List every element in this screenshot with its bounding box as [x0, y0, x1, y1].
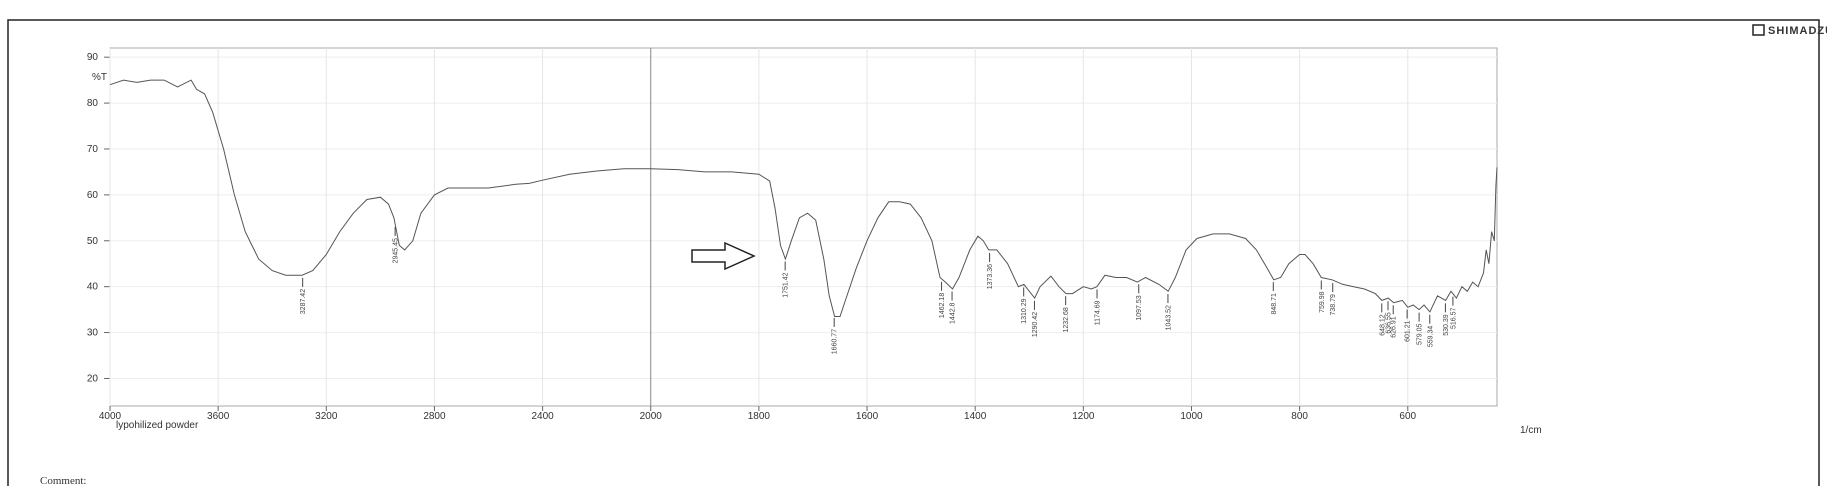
peak-label: 1174.69	[1095, 300, 1102, 325]
y-tick-label: 90	[87, 52, 99, 63]
x-tick-label: 3600	[207, 411, 230, 422]
y-tick-label: 40	[87, 282, 99, 293]
peak-label: 759.98	[1319, 291, 1326, 313]
peak-label: 1043.52	[1165, 305, 1172, 330]
peak-label: 579.05	[1417, 323, 1424, 345]
x-tick-label: 3200	[315, 411, 338, 422]
peak-label: 1373.36	[987, 264, 994, 289]
peak-label: 516.57	[1450, 308, 1457, 330]
y-tick-label: 30	[87, 328, 99, 339]
peak-label: 738.79	[1330, 294, 1337, 316]
peak-label: 1290.42	[1032, 312, 1039, 337]
x-tick-label: 1400	[964, 411, 987, 422]
peak-label: 1310.29	[1021, 298, 1028, 323]
y-tick-label: 70	[87, 144, 99, 155]
x-tick-label: 2800	[423, 411, 446, 422]
peak-label: 530.39	[1443, 314, 1450, 336]
peak-label: 2945.45	[393, 238, 400, 263]
spectrum	[109, 79, 1498, 317]
peak-label: 626.91	[1391, 316, 1398, 338]
peak-label: 1462.18	[939, 293, 946, 318]
y-tick-label: 80	[87, 98, 99, 109]
x-tick-label: 4000	[99, 411, 122, 422]
sample-label: lypohilized powder	[116, 420, 199, 431]
y-tick-label: 20	[87, 373, 99, 384]
x-tick-label: 1600	[856, 411, 879, 422]
plot-frame	[109, 47, 1498, 407]
peak-label: 848.71	[1271, 293, 1278, 315]
peak-label: 601.21	[1405, 320, 1412, 342]
peak-label: 3287.42	[300, 289, 307, 314]
x-tick-label: 800	[1291, 411, 1308, 422]
peak-label: 636.55	[1386, 312, 1393, 334]
x-tick-label: 1200	[1072, 411, 1095, 422]
x-label: 1/cm	[1520, 425, 1542, 436]
peak-label: 559.34	[1427, 326, 1434, 348]
x-tick-label: 1800	[748, 411, 771, 422]
x-tick-label: 600	[1399, 411, 1416, 422]
peak-label: 1232.68	[1063, 307, 1070, 332]
y-tick-label: 60	[87, 190, 99, 201]
brand: SHIMADZU	[1768, 25, 1827, 37]
comment: Comment:	[40, 475, 86, 486]
brand-logo	[1752, 24, 1765, 36]
page-frame	[7, 19, 1820, 486]
peak-label: 648.12	[1379, 314, 1386, 336]
peak-label: 1442.8	[950, 302, 957, 324]
peak-label: 1660.77	[832, 329, 839, 354]
arrow	[691, 241, 756, 271]
y-label: %T	[92, 72, 107, 83]
x-tick-label: 2000	[640, 411, 663, 422]
x-tick-label: 1000	[1180, 411, 1203, 422]
y-tick-label: 50	[87, 236, 99, 247]
peak-label: 1097.53	[1136, 295, 1143, 320]
peak-label: 1751.42	[783, 272, 790, 297]
x-tick-label: 2400	[531, 411, 554, 422]
